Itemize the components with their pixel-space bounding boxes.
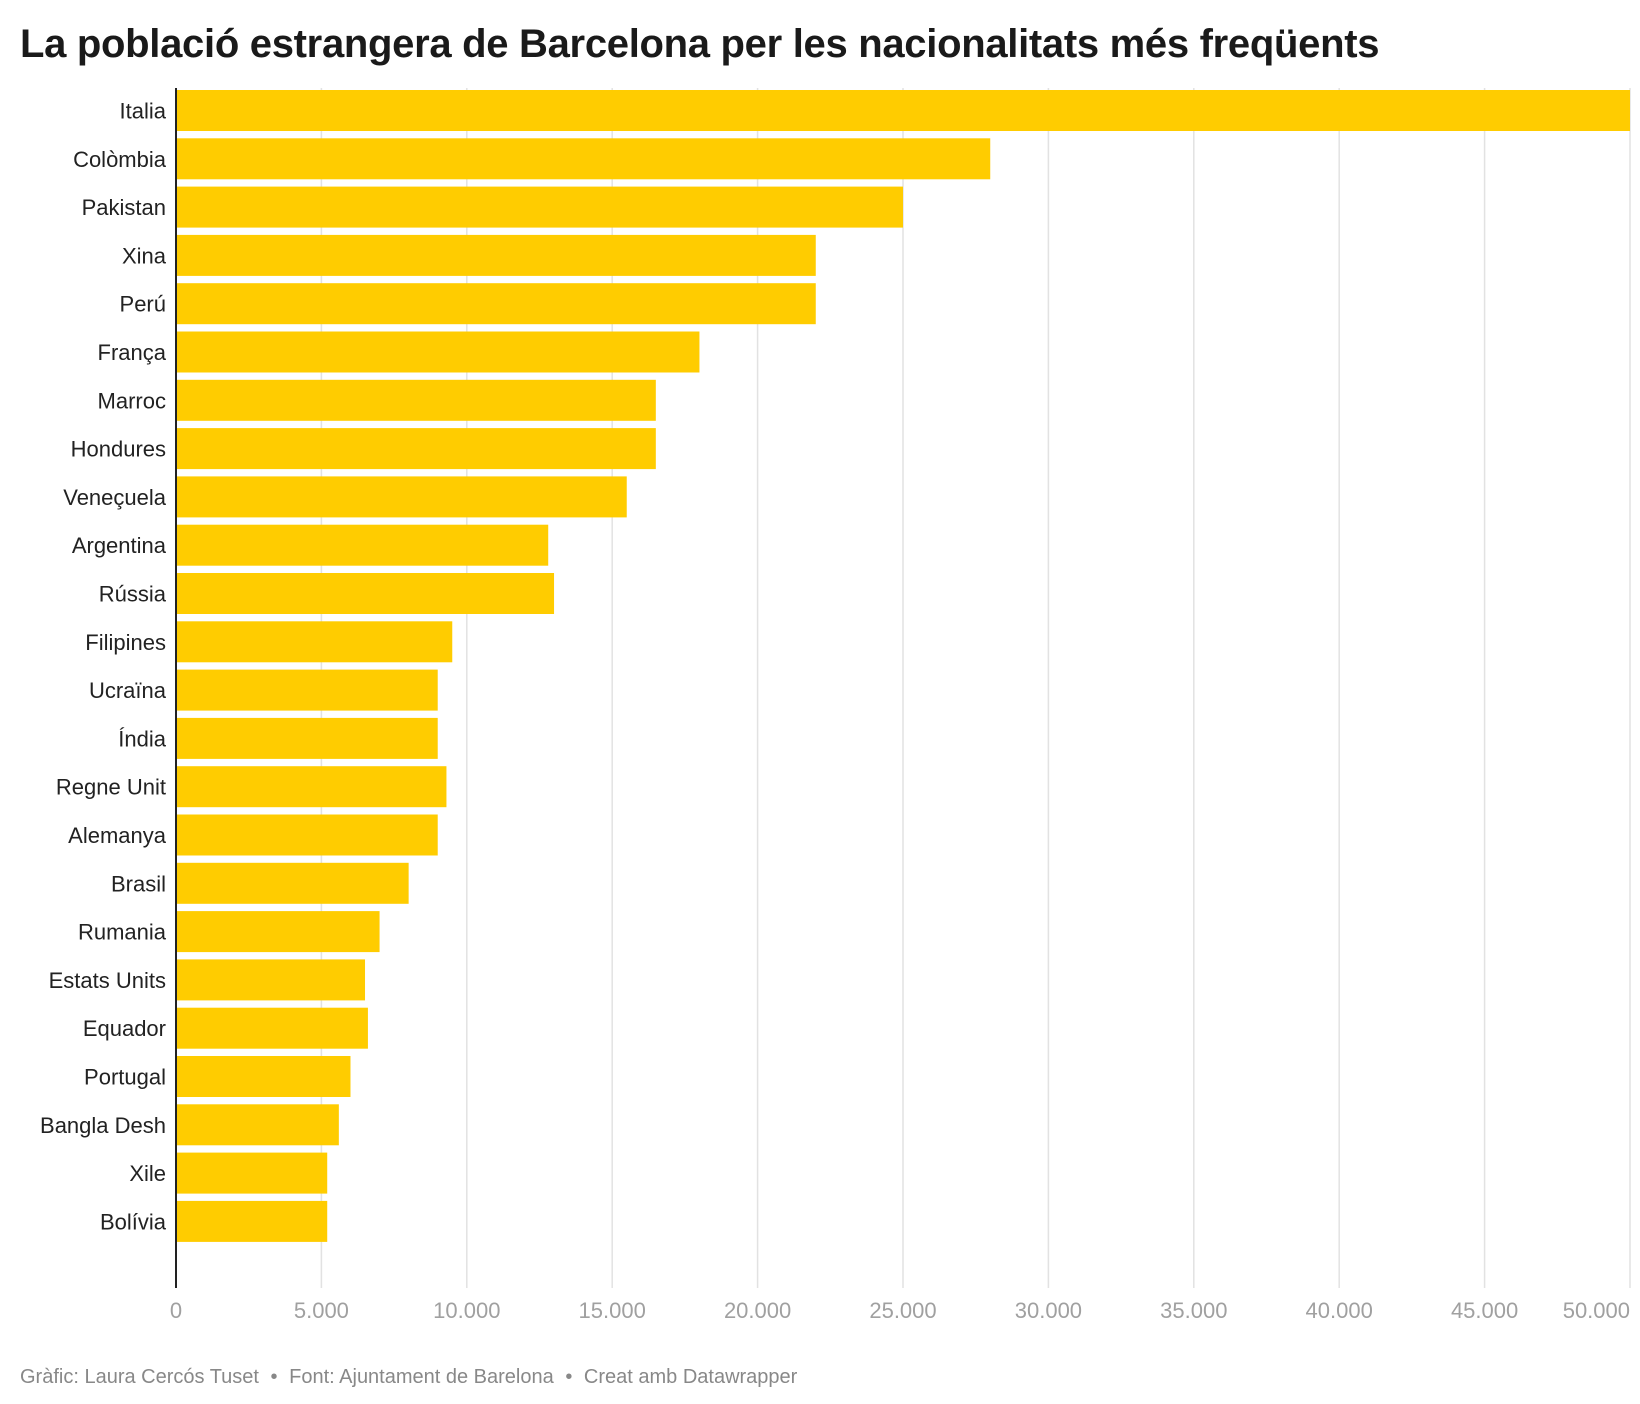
bar-9[interactable]	[176, 524, 549, 566]
x-tick-label: 5.000	[294, 1298, 349, 1323]
bar-19[interactable]	[176, 1007, 368, 1049]
bar-15[interactable]	[176, 814, 438, 856]
bar-12[interactable]	[176, 669, 438, 711]
bar-0[interactable]	[176, 90, 1630, 131]
category-label: Veneçuela	[63, 485, 167, 510]
bar-18[interactable]	[176, 959, 366, 1001]
source-text: Font: Ajuntament de Barelona	[289, 1366, 554, 1388]
bar-6[interactable]	[176, 379, 656, 421]
bar-10[interactable]	[176, 573, 555, 614]
bar-20[interactable]	[176, 1056, 351, 1097]
footer-separator: •	[565, 1366, 573, 1388]
bar-23[interactable]	[176, 1200, 328, 1242]
category-label: Marroc	[98, 388, 166, 413]
category-label: Índia	[118, 726, 166, 751]
x-tick-label: 25.000	[869, 1298, 936, 1323]
category-label: Pakistan	[82, 195, 166, 220]
category-label: Rússia	[99, 582, 167, 607]
bar-2[interactable]	[176, 186, 903, 228]
bar-8[interactable]	[176, 476, 627, 518]
bar-1[interactable]	[176, 138, 991, 180]
category-label: Italia	[120, 99, 167, 124]
category-label: Argentina	[72, 533, 167, 558]
x-tick-label: 45.000	[1451, 1298, 1518, 1323]
category-label: Equador	[83, 1016, 166, 1041]
footer: Gràfic: Laura Cercós Tuset • Font: Ajunt…	[20, 1366, 797, 1389]
category-label: Estats Units	[49, 968, 166, 993]
credit-text: Gràfic: Laura Cercós Tuset	[20, 1366, 259, 1388]
category-label: Portugal	[84, 1065, 166, 1090]
bar-11[interactable]	[176, 621, 453, 663]
category-labels: Italia Colòmbia Pakistan Xina Perú França Marr…	[40, 99, 167, 1235]
bar-21[interactable]	[176, 1104, 339, 1146]
bar-4[interactable]	[176, 283, 816, 325]
category-label: Filipines	[85, 630, 166, 655]
bar-chart: Italia Colòmbia Pakistan Xina Perú França Marr…	[40, 88, 1631, 1323]
x-tick-label: 35.000	[1160, 1298, 1227, 1323]
x-axis-ticks: 0 5.000 10.000 15.000 20.000 25.000 30.000 35.0…	[170, 1298, 1630, 1323]
category-label: França	[98, 340, 167, 365]
tool-link[interactable]: Creat amb Datawrapper	[583, 1366, 798, 1388]
x-tick-label: 20.000	[724, 1298, 791, 1323]
category-label: Perú	[120, 292, 166, 317]
bar-22[interactable]	[176, 1152, 328, 1194]
category-label: Regne Unit	[56, 775, 166, 800]
chart-title: La població estrangera de Barcelona per …	[20, 22, 1380, 66]
x-tick-label: 40.000	[1306, 1298, 1373, 1323]
bar-5[interactable]	[176, 331, 700, 373]
bar-17[interactable]	[176, 911, 380, 953]
bar-3[interactable]	[176, 234, 816, 276]
category-label: Colòmbia	[73, 147, 167, 172]
category-label: Alemanya	[68, 823, 167, 848]
bar-14[interactable]	[176, 766, 447, 808]
category-label: Brasil	[111, 871, 166, 896]
footer-separator: •	[270, 1366, 278, 1388]
x-tick-label: 50.000	[1563, 1298, 1630, 1323]
category-label: Xina	[122, 243, 167, 268]
category-label: Bangla Desh	[40, 1113, 166, 1138]
bar-7[interactable]	[176, 428, 656, 470]
category-label: Bolívia	[100, 1209, 167, 1234]
x-tick-label: 10.000	[433, 1298, 500, 1323]
x-tick-label: 30.000	[1015, 1298, 1082, 1323]
bar-16[interactable]	[176, 862, 409, 904]
category-label: Rumania	[78, 920, 167, 945]
category-label: Ucraïna	[89, 678, 167, 703]
x-tick-label: 15.000	[579, 1298, 646, 1323]
category-label: Xile	[129, 1161, 166, 1186]
bars	[176, 90, 1630, 1242]
x-tick-label: 0	[170, 1298, 182, 1323]
bar-13[interactable]	[176, 717, 438, 759]
category-label: Hondures	[71, 437, 166, 462]
